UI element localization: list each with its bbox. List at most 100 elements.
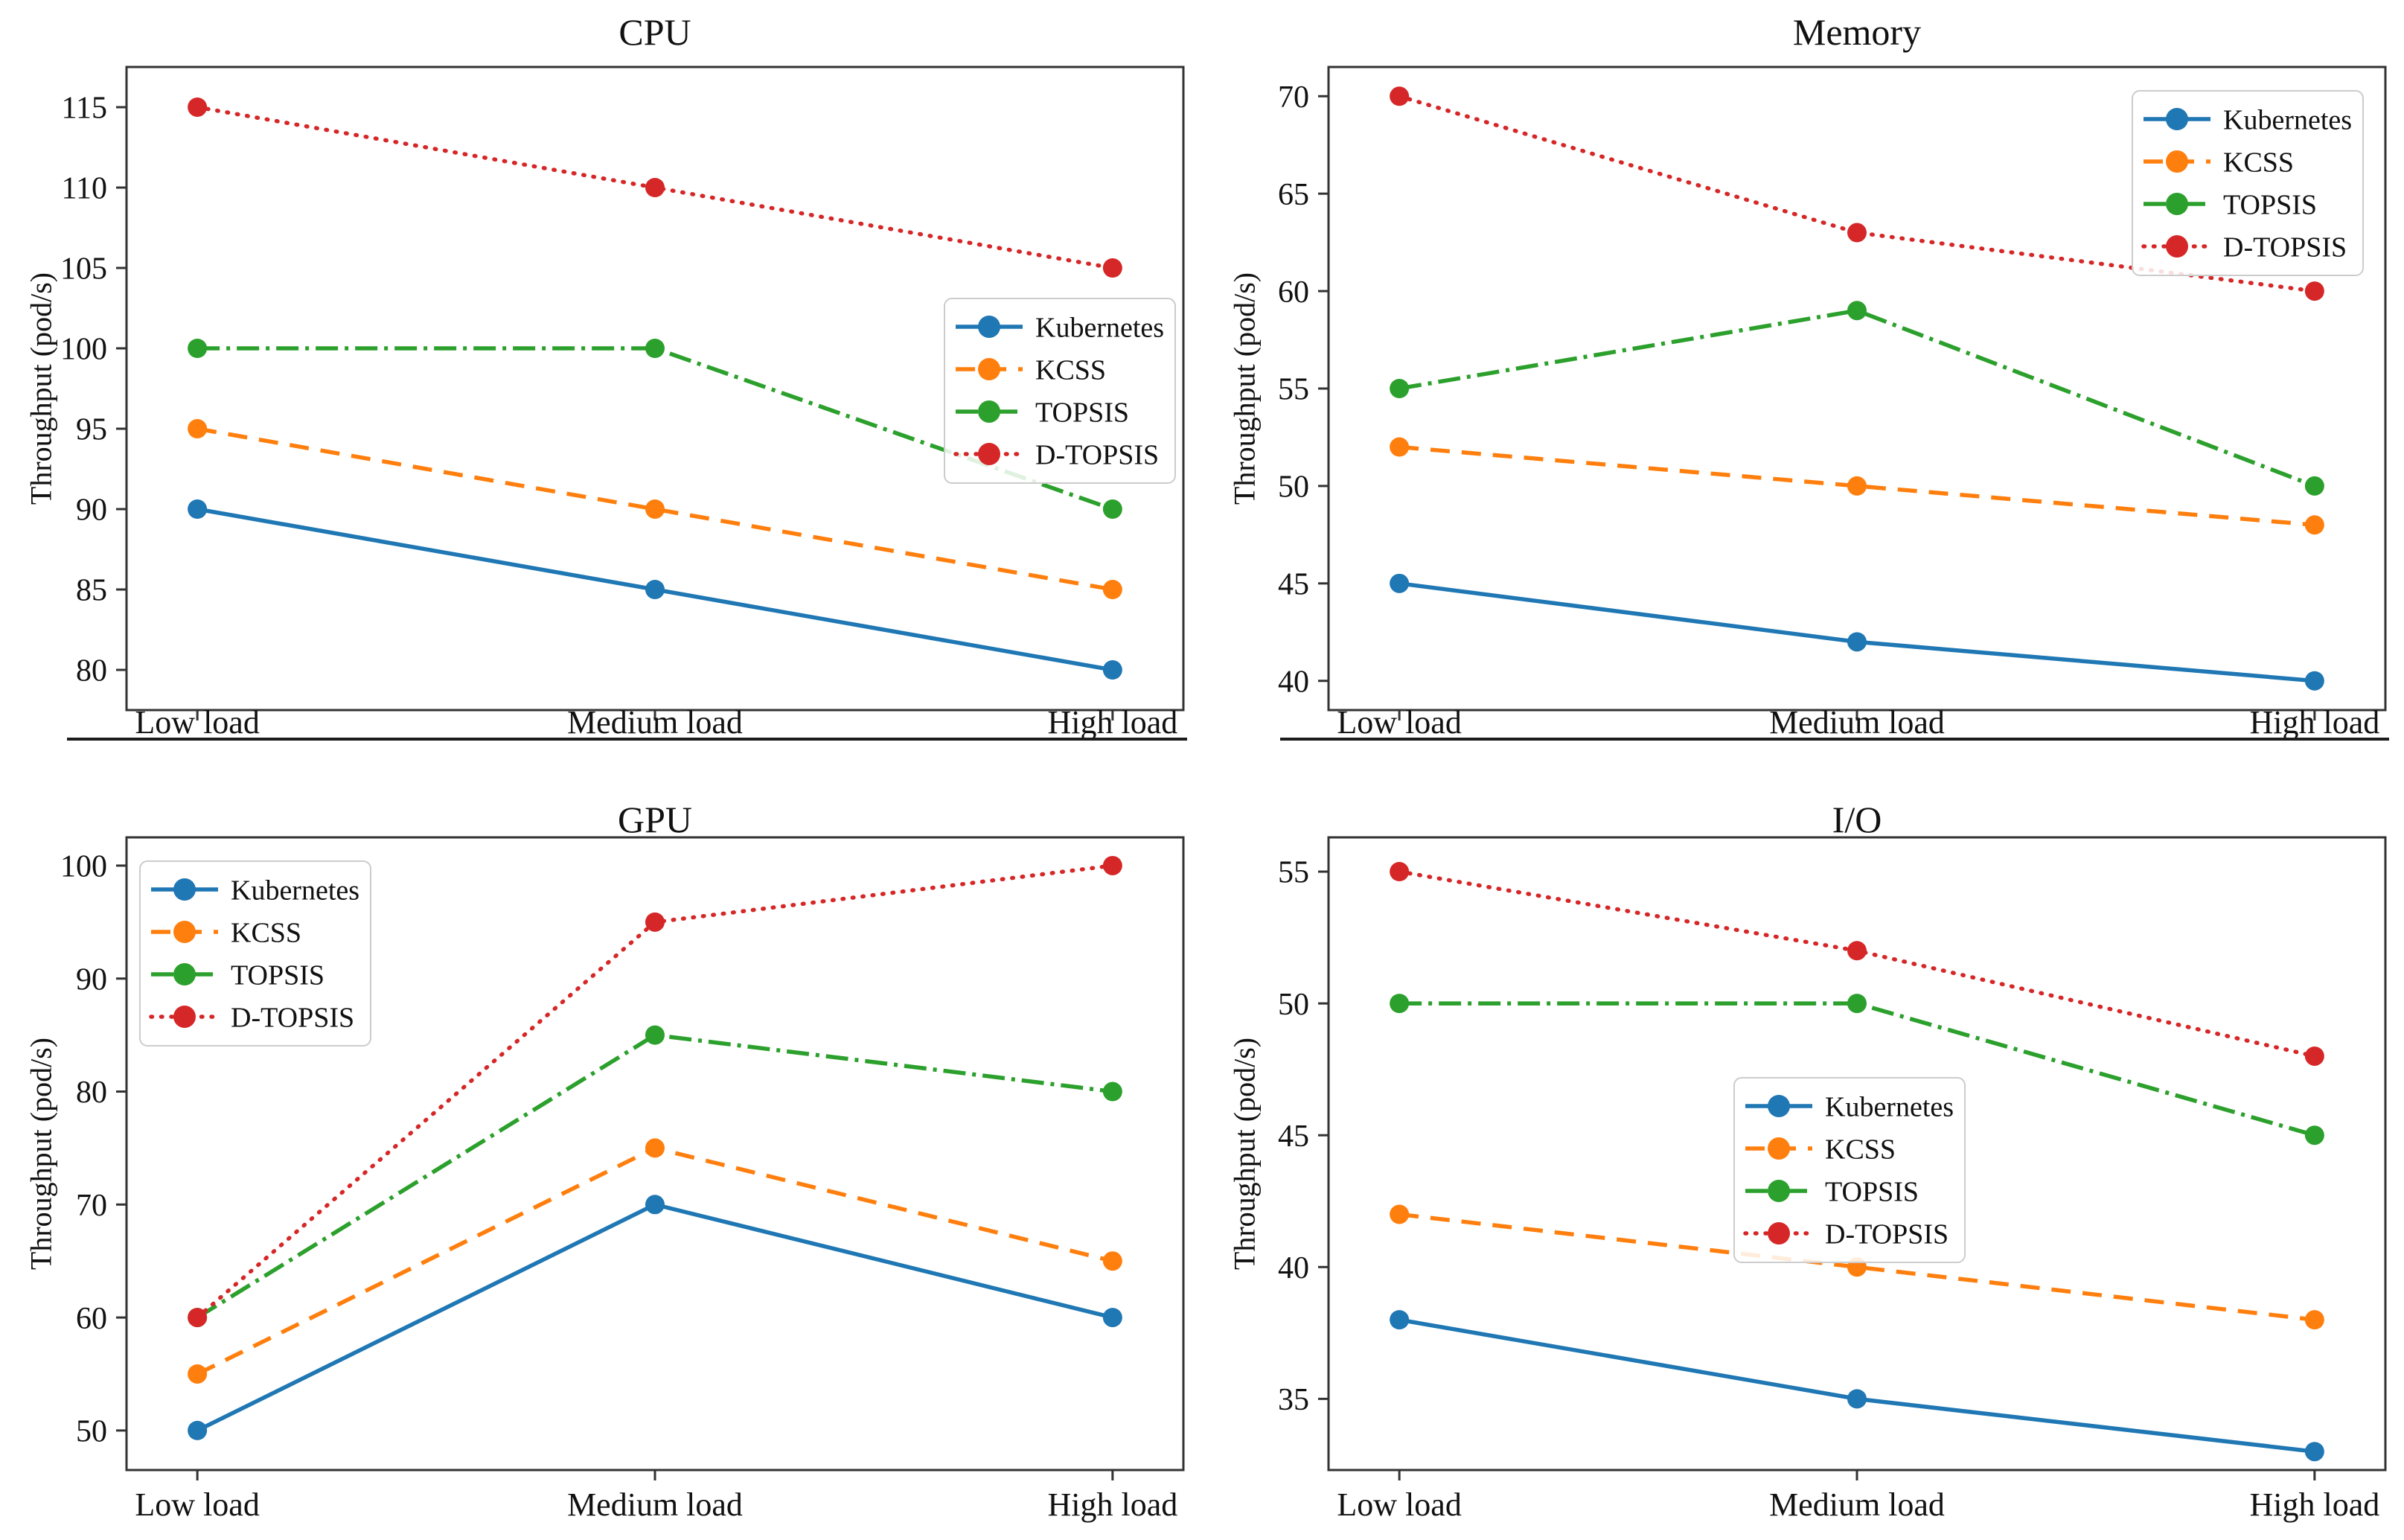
legend-label: TOPSIS <box>231 959 325 991</box>
data-point-marker-kcss <box>645 499 665 519</box>
data-point-marker-d-topsis <box>2304 1046 2324 1066</box>
y-tick-label: 70 <box>1278 80 1309 115</box>
legend-label: D-TOPSIS <box>1035 439 1159 470</box>
y-tick-label: 100 <box>60 850 107 884</box>
data-point-marker-d-topsis <box>188 98 208 117</box>
y-tick-label: 50 <box>1278 470 1309 505</box>
series-line-d-topsis <box>1397 869 2317 1058</box>
legend-box <box>139 860 371 1047</box>
data-point-marker-kubernetes <box>645 580 665 599</box>
legend-label: Kubernetes <box>1035 312 1164 343</box>
legend-marker-kubernetes <box>978 316 1000 338</box>
data-point-marker-d-topsis <box>1102 855 1122 875</box>
series-line-kcss <box>196 1146 1113 1376</box>
y-tick-label: 45 <box>1278 568 1309 602</box>
legend-marker-topsis <box>978 400 1000 423</box>
cpu-chart-canvas: 80 85 90 95 100 105 110 115 Low load Medium load H… <box>60 66 1185 741</box>
y-tick-label: 40 <box>1278 665 1309 699</box>
data-point-marker-kcss <box>1390 1204 1410 1224</box>
legend-label: KCSS <box>1035 354 1106 386</box>
x-tick-label: Medium load <box>567 704 743 741</box>
data-point-marker-topsis <box>1390 379 1410 398</box>
data-point-marker-kubernetes <box>188 1420 208 1440</box>
x-tick-label: High load <box>2249 1486 2379 1523</box>
data-point-marker-kcss <box>2304 515 2324 535</box>
series-line-kcss <box>1398 1212 2315 1322</box>
data-point-marker-kcss <box>1102 1251 1122 1271</box>
data-point-marker-d-topsis <box>1390 86 1410 106</box>
data-point-marker-d-topsis <box>188 1308 208 1328</box>
data-point-marker-kubernetes <box>2304 1442 2324 1462</box>
data-point-marker-topsis <box>645 339 665 358</box>
legend-marker-kubernetes <box>2166 108 2188 130</box>
series-line-kubernetes <box>196 1202 1113 1433</box>
y-tick-label: 60 <box>76 1302 107 1336</box>
data-point-marker-kcss <box>645 1138 665 1158</box>
legend-marker-kcss <box>2166 150 2188 173</box>
data-point-marker-topsis <box>188 339 208 358</box>
y-tick-label: 50 <box>1278 988 1309 1022</box>
data-point-marker-kubernetes <box>2304 671 2324 691</box>
gpu-chart-title: GPU <box>617 799 693 840</box>
legend-marker-topsis <box>173 963 196 985</box>
y-tick-label: 80 <box>76 654 107 688</box>
y-tick-label: 100 <box>60 333 107 367</box>
io-chart-title: I/O <box>1832 799 1882 840</box>
x-tick-label: High load <box>1047 704 1177 741</box>
legend-label: KCSS <box>2223 147 2294 178</box>
data-point-marker-kcss <box>1102 580 1122 599</box>
data-point-marker-kubernetes <box>188 499 208 519</box>
series-line-kubernetes <box>1398 1317 2315 1454</box>
data-point-marker-kcss <box>188 1364 208 1384</box>
data-point-marker-kubernetes <box>645 1195 665 1215</box>
data-point-marker-kcss <box>1390 437 1410 457</box>
x-tick-label: Medium load <box>1769 1486 1945 1523</box>
data-point-marker-topsis <box>645 1025 665 1045</box>
data-point-marker-kubernetes <box>1847 1389 1867 1409</box>
legend-marker-d-topsis <box>173 1006 196 1028</box>
y-tick-label: 90 <box>76 962 107 997</box>
legend-marker-d-topsis <box>978 443 1000 465</box>
memory-chart-title: Memory <box>1792 11 1922 53</box>
legend-label: D-TOPSIS <box>231 1002 354 1033</box>
legend-marker-d-topsis <box>1768 1222 1790 1245</box>
io-chart-canvas: 35 40 45 50 55 Low load Medium load High load Ku… <box>1278 836 2387 1523</box>
series-line-topsis <box>196 1032 1113 1320</box>
data-point-marker-kcss <box>2304 1310 2324 1330</box>
y-tick-label: 90 <box>76 493 107 528</box>
legend-label: Kubernetes <box>2223 104 2352 135</box>
y-tick-label: 85 <box>76 574 107 608</box>
x-tick-label: High load <box>2249 704 2379 741</box>
data-point-marker-kcss <box>1847 476 1867 496</box>
memory-chart-canvas: 40 45 50 55 60 65 70 Low load Medium load High lo… <box>1278 66 2387 741</box>
legend-label: KCSS <box>231 917 301 948</box>
series-line-kcss <box>1398 444 2315 528</box>
legend-label: Kubernetes <box>231 875 359 906</box>
legend-marker-kubernetes <box>1768 1095 1790 1117</box>
series-line-kubernetes <box>1398 581 2315 683</box>
x-tick-label: Medium load <box>567 1486 743 1523</box>
legend-label: D-TOPSIS <box>1825 1218 1949 1250</box>
data-point-marker-topsis <box>1847 301 1867 321</box>
data-point-marker-d-topsis <box>2304 281 2324 301</box>
y-tick-label: 65 <box>1278 178 1309 212</box>
y-tick-label: 40 <box>1278 1251 1309 1285</box>
cpu-chart-title: CPU <box>618 11 691 53</box>
legend-label: Kubernetes <box>1825 1091 1954 1122</box>
y-tick-label: 105 <box>60 252 107 287</box>
data-point-marker-kubernetes <box>1390 1310 1410 1330</box>
legend-box <box>1733 1077 1966 1263</box>
data-point-marker-topsis <box>1102 499 1122 519</box>
data-point-marker-kubernetes <box>1102 1308 1122 1328</box>
data-point-marker-d-topsis <box>645 912 665 932</box>
data-point-marker-d-topsis <box>1102 258 1122 278</box>
x-tick-label: Medium load <box>1769 704 1945 741</box>
y-tick-label: 80 <box>76 1076 107 1110</box>
x-tick-label: Low load <box>135 704 259 741</box>
data-point-marker-d-topsis <box>1847 223 1867 243</box>
legend-label: TOPSIS <box>2223 189 2317 220</box>
y-tick-label: 70 <box>76 1189 107 1223</box>
data-point-marker-topsis <box>2304 1125 2324 1146</box>
legend-label: TOPSIS <box>1035 397 1129 428</box>
y-tick-label: 55 <box>1278 856 1309 890</box>
